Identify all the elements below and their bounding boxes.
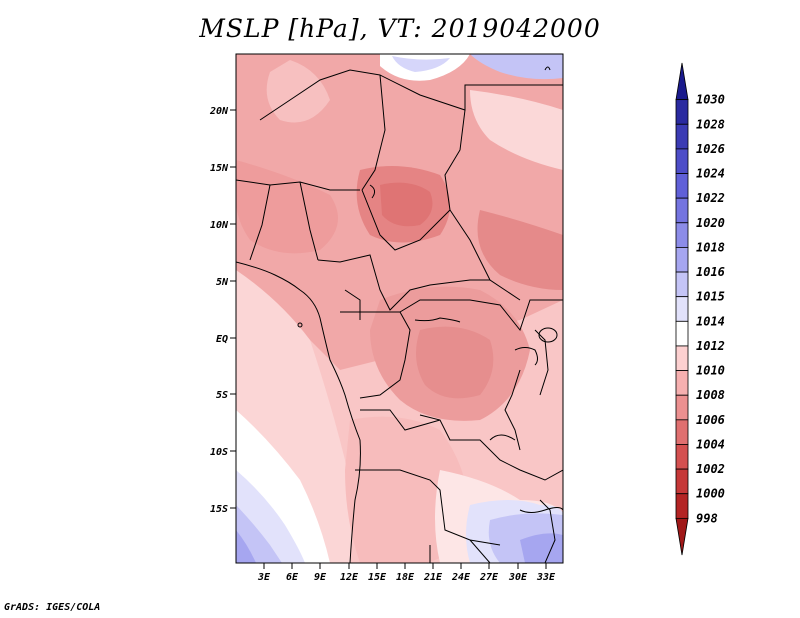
lon-label: 21E: [423, 572, 443, 583]
colorbar-segment: [675, 173, 689, 199]
colorbar-segment: [675, 394, 689, 421]
colorbar-segment: [675, 444, 689, 470]
lat-label: 5N: [216, 277, 229, 288]
colorbar-segment: [675, 345, 689, 371]
colorbar-label: 1000: [696, 487, 725, 501]
lon-label: 12E: [340, 572, 359, 583]
lon-label: 6E: [286, 572, 299, 583]
colorbar-segment: [675, 197, 689, 224]
lon-label: 27E: [479, 572, 499, 583]
colorbar-segment: [675, 123, 689, 150]
colorbar-label: 1012: [696, 339, 725, 353]
colorbar-segment: [675, 493, 689, 519]
colorbar-label: 1002: [696, 462, 725, 476]
mslp-field: [236, 54, 563, 563]
colorbar-segment: [675, 468, 689, 495]
lon-label: 3E: [257, 572, 271, 583]
colorbar-segment: [675, 247, 689, 273]
lon-label: 15E: [368, 572, 387, 583]
colorbar-segment: [675, 99, 689, 125]
chart-title: MSLP [hPa], VT: 2019042000: [199, 14, 601, 43]
colorbar-segment: [675, 320, 689, 347]
colorbar-segment: [675, 296, 689, 322]
colorbar-label: 1010: [696, 364, 725, 378]
colorbar-label: 1020: [696, 216, 725, 230]
lat-label: 5S: [216, 390, 228, 401]
coast-features: [297, 66, 558, 343]
colorbar-segment: [675, 62, 689, 101]
colorbar-label: 1022: [696, 191, 725, 205]
latitude-axis: 20N 15N 10N 5N EQ 5S 10S 15S: [209, 106, 236, 515]
map-frame: [235, 53, 564, 564]
colorbar-segment: [675, 419, 689, 445]
colorbar-label: 1004: [696, 437, 725, 451]
lat-label: 20N: [209, 106, 229, 117]
lon-label: 9E: [314, 572, 327, 583]
colorbar-label: 1008: [696, 388, 725, 402]
longitude-axis: 3E 6E 9E 12E 15E 18E 21E 24E 27E 30E 33E: [257, 563, 556, 583]
colorbar-segment: [675, 370, 689, 396]
lon-label: 24E: [451, 572, 471, 583]
colorbar-label: 1024: [696, 167, 725, 181]
lon-label: 30E: [508, 572, 528, 583]
colorbar-label: 1006: [696, 413, 725, 427]
colorbar-label: 1015: [696, 290, 725, 304]
lat-label: 10N: [210, 220, 229, 231]
lat-label: 10S: [210, 447, 228, 458]
lat-label: 15N: [210, 163, 229, 174]
colorbar-segment: [675, 222, 689, 248]
lon-label: 18E: [396, 572, 415, 583]
colorbar-label: 1018: [696, 240, 725, 254]
colorbar-label: 1030: [696, 93, 725, 107]
colorbar-segment: [675, 517, 689, 556]
lat-label: EQ: [216, 334, 228, 345]
country-borders: [236, 69, 563, 563]
colorbar: 1030 1028 1026 1024 1022 1020 1018 1016 1015 1014…: [675, 62, 725, 556]
colorbar-segment: [675, 271, 689, 298]
colorbar-label: 1014: [696, 314, 725, 328]
colorbar-label: 1028: [696, 117, 725, 131]
lat-label: 15S: [210, 504, 228, 515]
grads-credit: GrADS: IGES/COLA: [4, 602, 101, 613]
colorbar-label: 1026: [696, 142, 725, 156]
colorbar-label: 998: [696, 511, 718, 525]
lon-label: 33E: [536, 572, 556, 583]
colorbar-label: 1016: [696, 265, 725, 279]
colorbar-segment: [675, 148, 689, 174]
